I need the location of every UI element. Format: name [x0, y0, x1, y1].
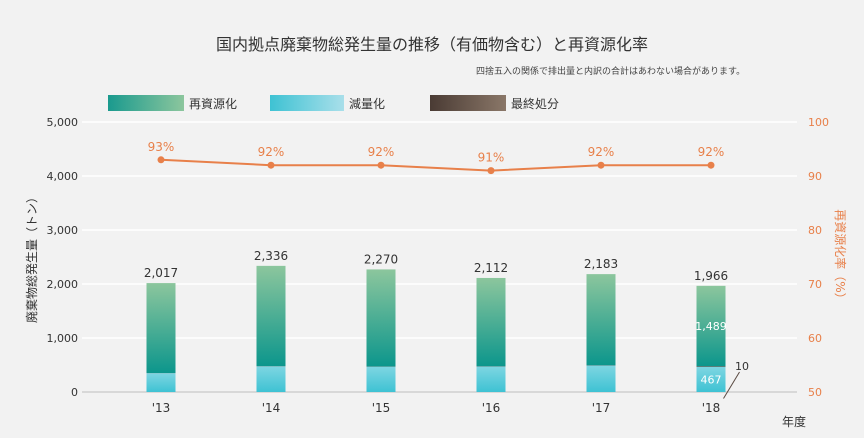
bar-segment — [696, 365, 726, 367]
y2-tick-label: 60 — [808, 332, 822, 345]
y-tick-label: 5,000 — [47, 116, 79, 129]
x-axis-title: 年度 — [782, 414, 806, 429]
bar-segment — [696, 366, 726, 392]
rate-label: 92% — [368, 145, 395, 159]
y2-tick-label: 90 — [808, 170, 822, 183]
segment-label: 1,489 — [695, 320, 727, 333]
bar-segment — [256, 366, 286, 392]
legend-swatch — [430, 95, 506, 111]
x-tick-label: '13 — [152, 401, 171, 415]
segment-label: 10 — [735, 360, 749, 373]
bar-segment — [146, 373, 176, 392]
bar-segment — [146, 283, 176, 373]
legend-label: 最終処分 — [511, 96, 559, 111]
bar-total-label: 2,183 — [584, 257, 618, 271]
bar-segment — [366, 366, 396, 392]
x-tick-label: '16 — [482, 401, 501, 415]
segment-label: 467 — [701, 373, 722, 386]
y-axis-title: 廃棄物総発生量（トン） — [24, 191, 39, 323]
y-tick-label: 2,000 — [47, 278, 79, 291]
bar-total-label: 2,017 — [144, 266, 178, 280]
bar-segment — [696, 285, 726, 367]
y2-axis-title: 再資源化率（%） — [833, 209, 848, 304]
y2-tick-label: 80 — [808, 224, 822, 237]
rate-point — [707, 161, 715, 169]
bar-segment — [586, 274, 616, 366]
bar-segment — [476, 277, 506, 367]
rounding-note: 四捨五入の関係で排出量と内訳の合計はあわない場合があります。 — [476, 67, 746, 77]
rate-point — [377, 161, 385, 169]
bar-total-label: 1,966 — [694, 269, 728, 283]
y-tick-label: 1,000 — [47, 332, 79, 345]
x-tick-label: '15 — [372, 401, 391, 415]
y2-tick-label: 70 — [808, 278, 822, 291]
legend-label: 再資源化 — [189, 97, 237, 111]
bar-segment — [476, 366, 506, 392]
rate-label: 91% — [478, 151, 505, 165]
rate-line — [160, 158, 711, 172]
x-tick-label: '18 — [702, 401, 721, 415]
x-tick-label: '17 — [592, 401, 611, 415]
rate-label: 92% — [698, 145, 725, 159]
legend-swatch — [270, 95, 344, 111]
y-tick-label: 4,000 — [47, 170, 79, 183]
legend-swatch — [108, 95, 184, 111]
legend-label: 減量化 — [349, 96, 385, 111]
rate-point — [487, 167, 495, 175]
y-tick-label: 3,000 — [47, 224, 79, 237]
rate-point — [267, 161, 275, 169]
bar-total-label: 2,112 — [474, 261, 508, 275]
x-tick-label: '14 — [262, 401, 281, 415]
rate-label: 92% — [588, 145, 615, 159]
bar-total-label: 2,336 — [254, 249, 288, 263]
bar-segment — [366, 269, 396, 367]
chart-title: 国内拠点廃棄物総発生量の推移（有価物含む）と再資源化率 — [215, 35, 648, 54]
y2-tick-label: 50 — [808, 386, 822, 399]
rate-point — [597, 161, 605, 169]
bar-segment — [586, 365, 616, 392]
y-tick-label: 0 — [71, 386, 78, 399]
y2-tick-label: 100 — [808, 116, 829, 129]
rate-label: 93% — [148, 140, 175, 154]
segment-leader-line — [723, 371, 740, 399]
rate-point — [157, 156, 165, 164]
rate-label: 92% — [258, 145, 285, 159]
bar-total-label: 2,270 — [364, 252, 398, 266]
bar-segment — [256, 265, 286, 367]
